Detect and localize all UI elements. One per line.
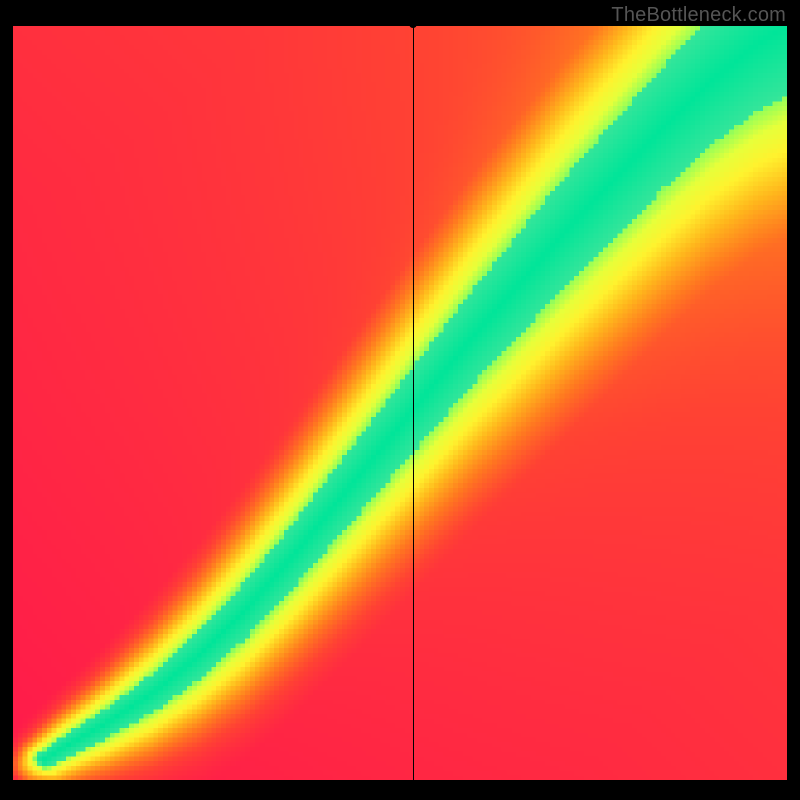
axis-tick-marker	[409, 20, 417, 28]
vertical-reference-line	[413, 26, 414, 780]
heatmap-canvas	[13, 26, 787, 780]
watermark-text: TheBottleneck.com	[611, 4, 786, 27]
plot-area	[13, 26, 787, 780]
